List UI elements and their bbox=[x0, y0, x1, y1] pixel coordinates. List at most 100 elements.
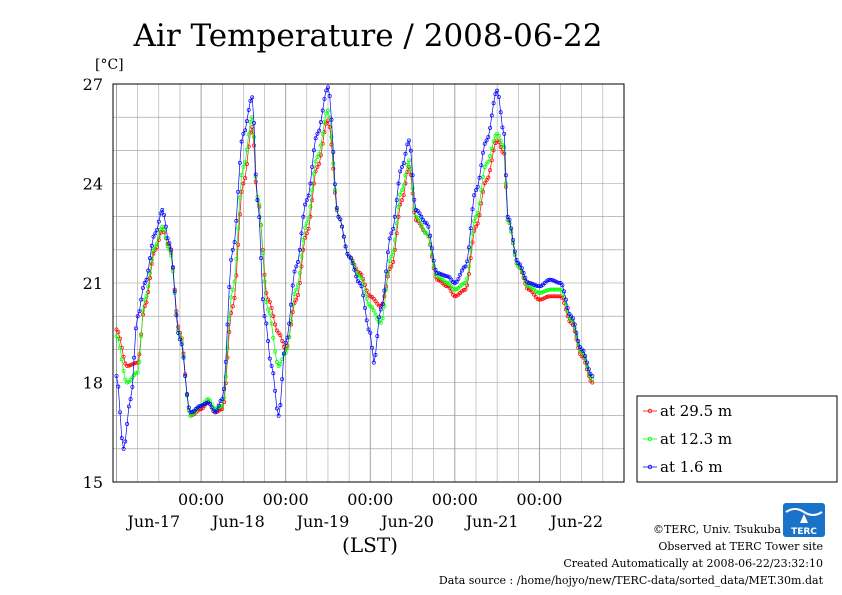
data-point bbox=[232, 240, 237, 245]
data-point bbox=[294, 264, 299, 269]
data-point bbox=[162, 212, 167, 217]
x-date-label: Jun-18 bbox=[210, 512, 265, 531]
data-point bbox=[387, 267, 392, 272]
data-point bbox=[377, 315, 382, 320]
data-point bbox=[556, 294, 561, 299]
data-point bbox=[155, 241, 160, 246]
data-point bbox=[461, 288, 466, 293]
data-point bbox=[481, 150, 485, 155]
data-point bbox=[215, 408, 219, 413]
data-point bbox=[237, 212, 242, 217]
data-point bbox=[384, 269, 389, 274]
data-point bbox=[378, 307, 383, 312]
data-point bbox=[371, 360, 376, 365]
data-point bbox=[456, 276, 461, 281]
data-point bbox=[576, 339, 581, 343]
data-point bbox=[514, 258, 519, 262]
data-point bbox=[276, 413, 281, 418]
logo-wave-icon bbox=[785, 508, 823, 516]
source-text: Data source : /home/hojyo/new/TERC-data/… bbox=[439, 574, 824, 587]
data-point bbox=[359, 284, 364, 289]
data-point bbox=[486, 175, 491, 180]
data-point bbox=[209, 405, 214, 410]
data-point bbox=[285, 335, 290, 340]
data-point bbox=[491, 139, 496, 144]
data-point bbox=[296, 260, 300, 264]
data-point bbox=[241, 164, 246, 169]
data-point bbox=[234, 257, 239, 261]
data-point bbox=[431, 263, 436, 268]
data-point bbox=[278, 333, 283, 338]
data-point bbox=[475, 221, 480, 226]
data-point bbox=[176, 330, 181, 335]
data-point bbox=[250, 95, 255, 100]
data-point bbox=[271, 335, 276, 340]
data-point bbox=[241, 181, 246, 186]
data-point bbox=[229, 295, 234, 300]
observed-text: Observed at TERC Tower site bbox=[658, 540, 823, 553]
data-point bbox=[502, 145, 507, 149]
data-point bbox=[521, 271, 526, 275]
data-point bbox=[148, 271, 152, 275]
data-point bbox=[311, 171, 316, 176]
data-point bbox=[153, 244, 158, 249]
data-point bbox=[278, 362, 283, 366]
data-point bbox=[243, 176, 248, 181]
data-point bbox=[264, 290, 269, 295]
data-point bbox=[178, 337, 182, 342]
data-point bbox=[523, 276, 528, 280]
data-point bbox=[223, 359, 228, 364]
data-point bbox=[496, 133, 501, 138]
data-point bbox=[498, 138, 503, 143]
data-point bbox=[488, 168, 493, 173]
data-point bbox=[123, 377, 128, 382]
data-point bbox=[310, 188, 315, 193]
legend-swatch-marker bbox=[647, 408, 653, 414]
data-point bbox=[407, 138, 411, 143]
data-point bbox=[477, 201, 482, 206]
data-point bbox=[320, 131, 325, 136]
x-tick-label: 00:00 bbox=[347, 490, 393, 509]
data-point bbox=[294, 297, 299, 302]
data-point bbox=[153, 231, 158, 236]
data-point bbox=[297, 271, 302, 275]
data-point bbox=[222, 400, 226, 405]
data-point bbox=[274, 360, 279, 365]
data-point bbox=[318, 143, 323, 148]
data-point bbox=[442, 273, 447, 278]
data-point bbox=[271, 314, 276, 319]
data-point bbox=[163, 224, 168, 229]
data-point bbox=[326, 118, 330, 123]
data-point bbox=[391, 250, 396, 254]
data-point bbox=[560, 283, 565, 288]
data-point bbox=[512, 249, 517, 254]
data-point bbox=[311, 148, 316, 153]
y-tick-label: 15 bbox=[83, 473, 103, 492]
data-point bbox=[340, 224, 345, 229]
data-point bbox=[352, 267, 357, 272]
data-point bbox=[220, 397, 225, 402]
data-point bbox=[139, 297, 144, 302]
data-point bbox=[128, 397, 133, 402]
data-point bbox=[345, 251, 350, 256]
data-point bbox=[491, 101, 496, 106]
data-point bbox=[169, 253, 174, 258]
data-point bbox=[424, 231, 429, 236]
data-point bbox=[370, 345, 374, 350]
data-point bbox=[371, 308, 376, 313]
series-line bbox=[116, 86, 593, 449]
y-tick-label: 21 bbox=[83, 274, 103, 293]
data-point bbox=[537, 284, 542, 289]
data-point bbox=[236, 189, 241, 194]
data-point bbox=[385, 250, 390, 255]
data-point bbox=[392, 237, 397, 242]
data-point bbox=[489, 146, 494, 151]
data-point bbox=[400, 188, 404, 193]
data-point bbox=[364, 296, 369, 301]
data-point bbox=[135, 314, 140, 319]
data-point bbox=[289, 302, 293, 307]
x-tick-label: 00:00 bbox=[178, 490, 224, 509]
data-point bbox=[114, 334, 119, 339]
data-point bbox=[363, 289, 367, 294]
